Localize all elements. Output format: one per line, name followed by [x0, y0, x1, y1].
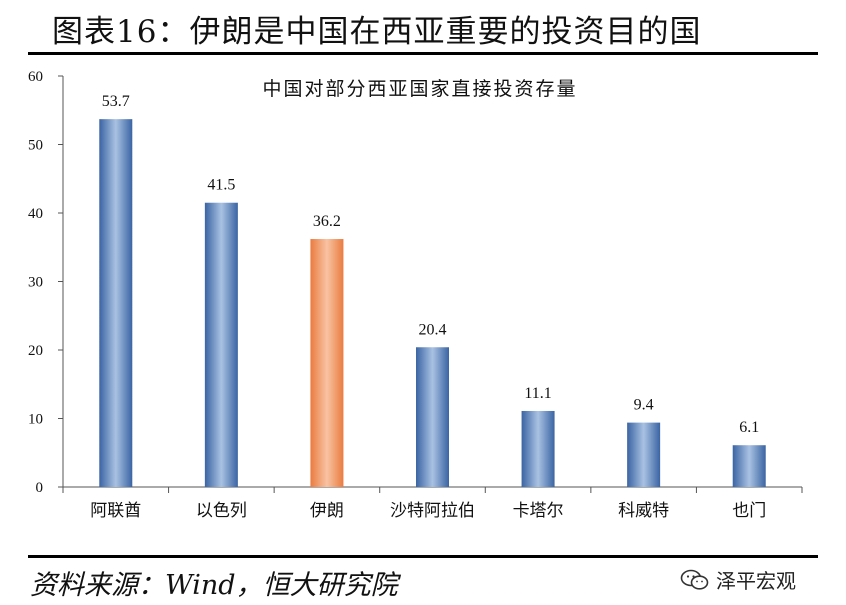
data-label: 41.5: [207, 177, 235, 194]
data-label: 53.7: [102, 93, 130, 110]
bar-4: [521, 410, 555, 487]
bar-2: [310, 239, 344, 487]
x-tick-label: 阿联酋: [90, 501, 141, 521]
bar-0: [99, 119, 133, 487]
data-label: 11.1: [524, 385, 551, 402]
watermark-text: 泽平宏观: [716, 569, 796, 593]
x-tick-label: 以色列: [196, 501, 247, 521]
data-label: 20.4: [419, 321, 447, 338]
bottom-rule: [28, 555, 818, 558]
figure-title: 图表16：伊朗是中国在西亚重要的投资目的国: [52, 14, 702, 50]
bar-5: [627, 422, 661, 487]
watermark: 泽平宏观: [680, 565, 796, 594]
data-label: 9.4: [634, 397, 654, 414]
x-tick-label: 沙特阿拉伯: [390, 501, 475, 521]
y-tick-label: 30: [28, 275, 43, 291]
bar-6: [732, 445, 766, 487]
bar-1: [204, 202, 238, 487]
x-tick-label: 伊朗: [310, 501, 344, 521]
x-tick-label: 卡塔尔: [513, 501, 564, 521]
top-rule: [28, 52, 818, 55]
y-tick-label: 0: [36, 480, 44, 496]
bar-chart: 中国对部分西亚国家直接投资存量 0 10 20 30 40 50 60 53.7 阿联酋 41.…: [28, 69, 803, 521]
bar-3: [416, 347, 449, 487]
y-tick-label: 20: [28, 343, 43, 359]
wechat-icon: [680, 569, 709, 590]
axes: 0 10 20 30 40 50 60: [28, 69, 803, 496]
y-tick-label: 60: [28, 69, 43, 85]
y-tick-label: 50: [28, 138, 43, 154]
source-note: 资料来源：Wind，恒大研究院: [30, 570, 398, 601]
x-tick-label: 也门: [732, 501, 766, 521]
y-tick-label: 10: [28, 412, 43, 428]
data-label: 36.2: [313, 213, 341, 230]
data-label: 6.1: [739, 419, 759, 436]
chart-title: 中国对部分西亚国家直接投资存量: [262, 78, 577, 100]
bars: 53.7 阿联酋 41.5 以色列 36.2 伊朗 20.4 沙特阿拉伯 11.1 卡塔尔 9.4 科…: [90, 93, 766, 521]
y-tick-label: 40: [28, 206, 43, 222]
x-tick-label: 科威特: [618, 501, 669, 521]
